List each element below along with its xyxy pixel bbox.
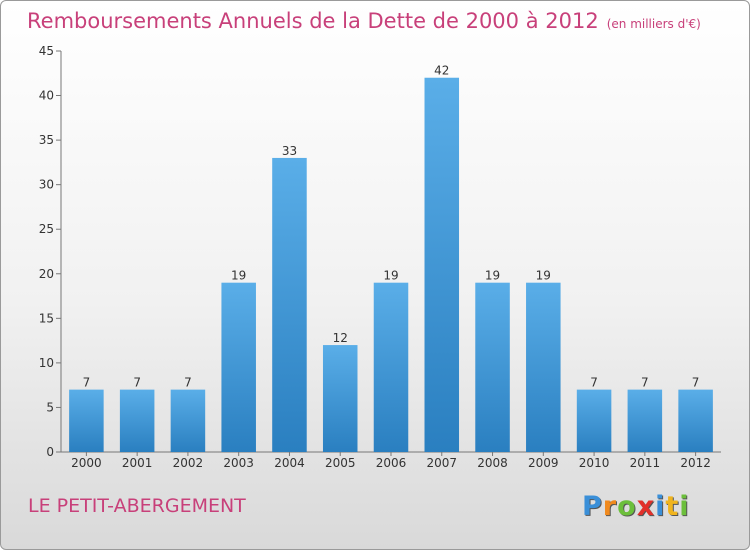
y-tick-label: 40 — [39, 89, 54, 103]
bar — [526, 282, 561, 452]
data-label: 33 — [282, 144, 297, 158]
x-tick-label: 2010 — [579, 456, 610, 470]
x-tick-label: 2002 — [173, 456, 204, 470]
y-tick-label: 30 — [39, 178, 54, 192]
x-tick-label: 2005 — [325, 456, 356, 470]
y-tick-label: 0 — [46, 445, 54, 459]
data-labels: 7 7 7 19 33 12 19 42 19 19 7 7 7 — [83, 64, 700, 390]
x-tick-label: 2008 — [477, 456, 508, 470]
data-label: 19 — [485, 269, 500, 283]
logo-letter: x — [636, 491, 656, 522]
bar — [627, 389, 663, 452]
x-tick-label: 2009 — [528, 456, 559, 470]
chart-title: Remboursements Annuels de la Dette de 20… — [27, 9, 701, 33]
data-label: 7 — [641, 376, 649, 390]
bar — [272, 157, 307, 452]
bar — [170, 389, 206, 452]
y-tick-label: 35 — [39, 133, 54, 147]
data-label: 42 — [434, 64, 449, 78]
axes: 0 5 10 15 20 25 30 35 40 45 2000 2001 2002 2003 2004 20… — [39, 44, 721, 470]
data-label: 7 — [133, 376, 141, 390]
bar — [576, 389, 612, 452]
x-tick-label: 2006 — [376, 456, 407, 470]
y-tick-label: 45 — [39, 44, 54, 58]
logo-letter: i — [679, 491, 690, 522]
y-tick-label: 15 — [39, 311, 54, 325]
chart-title-text: Remboursements Annuels de la Dette de 20… — [27, 9, 599, 33]
y-tick-label: 20 — [39, 267, 54, 281]
data-label: 7 — [83, 376, 91, 390]
bar — [678, 389, 713, 452]
x-tick-label: 2001 — [122, 456, 153, 470]
bar — [119, 389, 155, 452]
chart-unit: (en milliers d'€) — [606, 17, 701, 31]
y-tick-label: 10 — [39, 356, 54, 370]
bar — [373, 282, 409, 452]
x-tick-label: 2007 — [426, 456, 457, 470]
x-tick-label: 2003 — [223, 456, 254, 470]
data-label: 19 — [536, 269, 551, 283]
bar — [424, 77, 460, 452]
x-tick-label: 2011 — [630, 456, 661, 470]
bar — [221, 282, 256, 452]
bar — [69, 389, 104, 452]
x-tick-label: 2012 — [680, 456, 711, 470]
bar — [475, 282, 510, 452]
y-tick-label: 25 — [39, 222, 54, 236]
logo-letter: o — [617, 491, 637, 522]
data-label: 7 — [692, 376, 700, 390]
data-label: 12 — [333, 331, 348, 345]
logo-letter: P — [582, 491, 603, 522]
data-label: 7 — [184, 376, 192, 390]
data-label: 19 — [231, 269, 246, 283]
x-tick-label: 2004 — [274, 456, 305, 470]
commune-name: LE PETIT-ABERGEMENT — [28, 495, 246, 517]
proxiti-logo: Proxiti — [582, 491, 690, 522]
logo-letter: t — [665, 491, 680, 522]
bars — [69, 77, 713, 452]
data-label: 19 — [383, 269, 398, 283]
bar — [322, 345, 358, 452]
data-label: 7 — [590, 376, 598, 390]
y-tick-label: 5 — [46, 400, 54, 414]
x-tick-label: 2000 — [71, 456, 102, 470]
logo-letter: i — [655, 491, 666, 522]
logo-letter: r — [602, 491, 618, 522]
